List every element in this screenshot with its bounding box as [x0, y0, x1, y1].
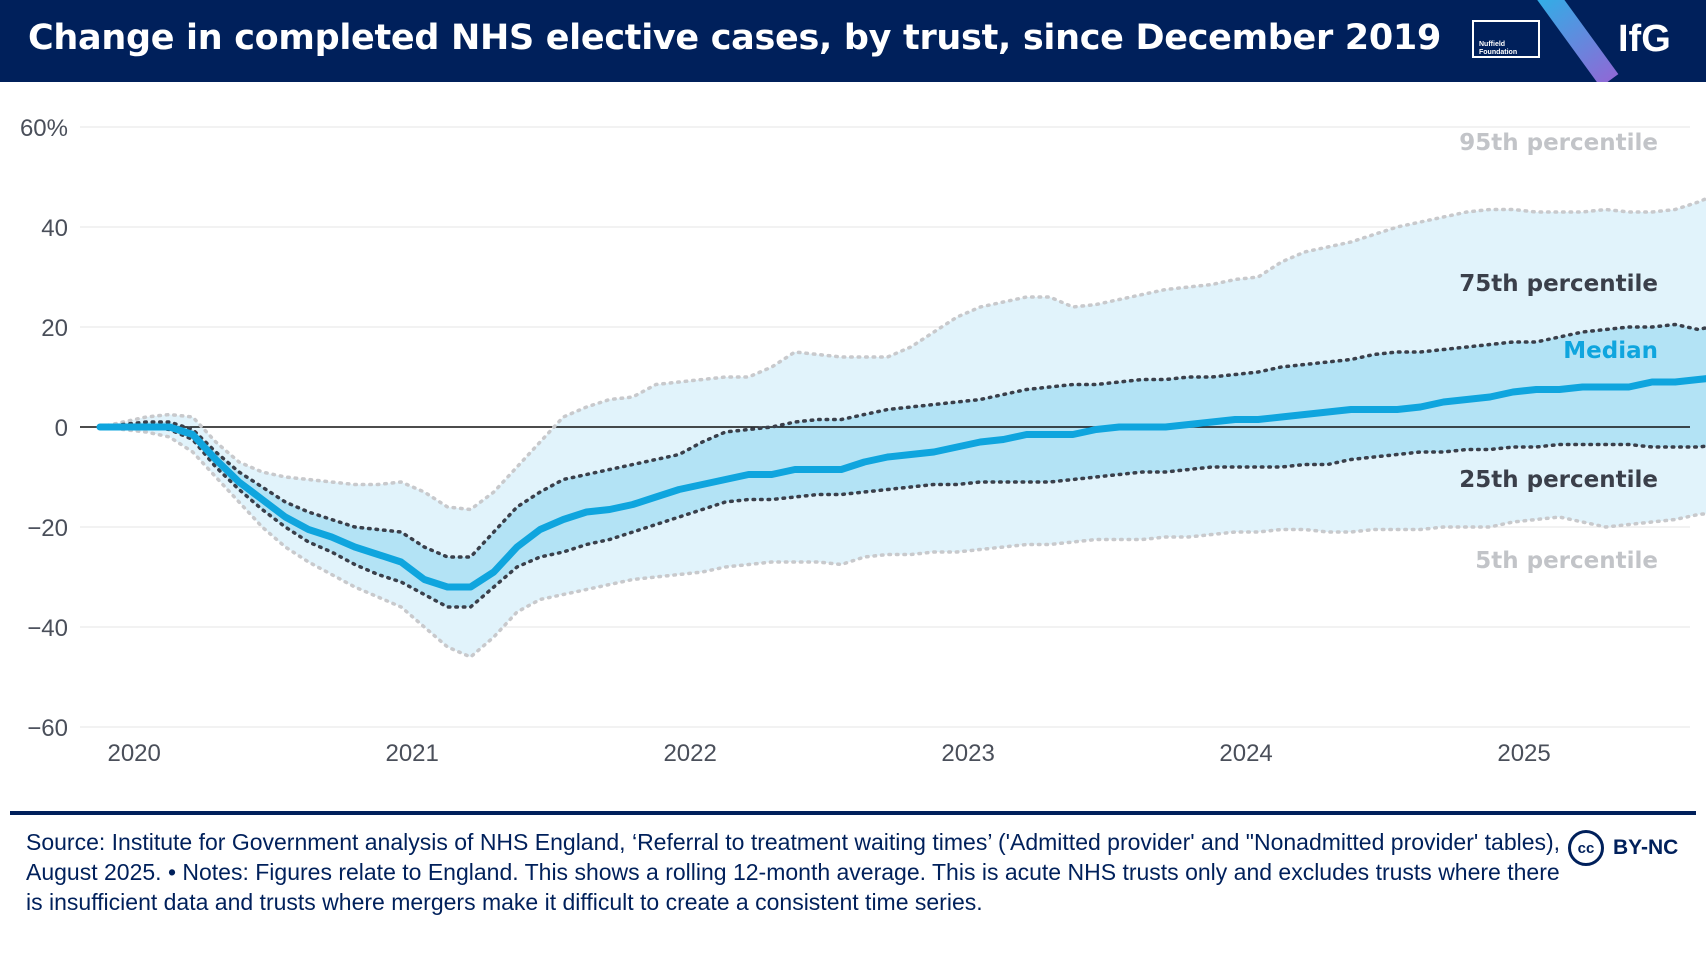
bands [100, 198, 1706, 657]
license-badge: cc BY-NC [1568, 830, 1678, 866]
p95-line [98, 196, 1706, 512]
x-tick-label: 2023 [941, 740, 994, 767]
x-tick-label: 2022 [663, 740, 716, 767]
label-p25: 25th percentile [1459, 467, 1658, 493]
y-tick-label: 0 [55, 415, 68, 442]
label-median: Median [1563, 338, 1658, 364]
header-bar: Change in completed NHS elective cases, … [0, 0, 1706, 82]
label-p5: 5th percentile [1475, 548, 1658, 574]
creative-commons-icon: cc [1568, 830, 1604, 866]
series-labels: 95th percentile 75th percentile Median 25th… [1459, 130, 1658, 574]
nuffield-foundation-logo: Nuffield Foundation [1472, 20, 1540, 58]
x-tick-label: 2021 [385, 740, 438, 767]
page-title: Change in completed NHS elective cases, … [28, 18, 1442, 58]
y-tick-label: −60 [27, 715, 68, 742]
p75-line [98, 322, 1706, 559]
y-tick-label: −40 [27, 615, 68, 642]
source-note: Source: Institute for Government analysi… [26, 829, 1561, 915]
y-tick-label: 40 [41, 215, 68, 242]
footer-divider [10, 811, 1696, 815]
y-tick-label: −20 [27, 515, 68, 542]
ifg-logo: IfG [1618, 18, 1671, 60]
x-axis-ticks: 2020 2021 2022 2023 2024 2025 [107, 740, 1550, 767]
label-p95: 95th percentile [1459, 130, 1658, 156]
license-text: BY-NC [1613, 836, 1679, 859]
y-tick-label: 20 [41, 315, 68, 342]
median-line [96, 375, 1706, 591]
band-25-75 [100, 324, 1706, 607]
nuffield-logo-text: Nuffield Foundation [1479, 41, 1518, 56]
x-tick-label: 2025 [1497, 740, 1550, 767]
label-p75: 75th percentile [1459, 271, 1658, 297]
x-tick-label: 2020 [107, 740, 160, 767]
p5-line [98, 425, 1706, 659]
y-axis-ticks: 60% 40 20 0 −20 −40 −60 [20, 115, 68, 742]
series-lines [96, 196, 1706, 659]
x-tick-label: 2024 [1219, 740, 1272, 767]
ifg-logo-stripe [1530, 0, 1619, 82]
y-tick-label: 60% [20, 115, 68, 142]
p25-line [98, 425, 1706, 609]
